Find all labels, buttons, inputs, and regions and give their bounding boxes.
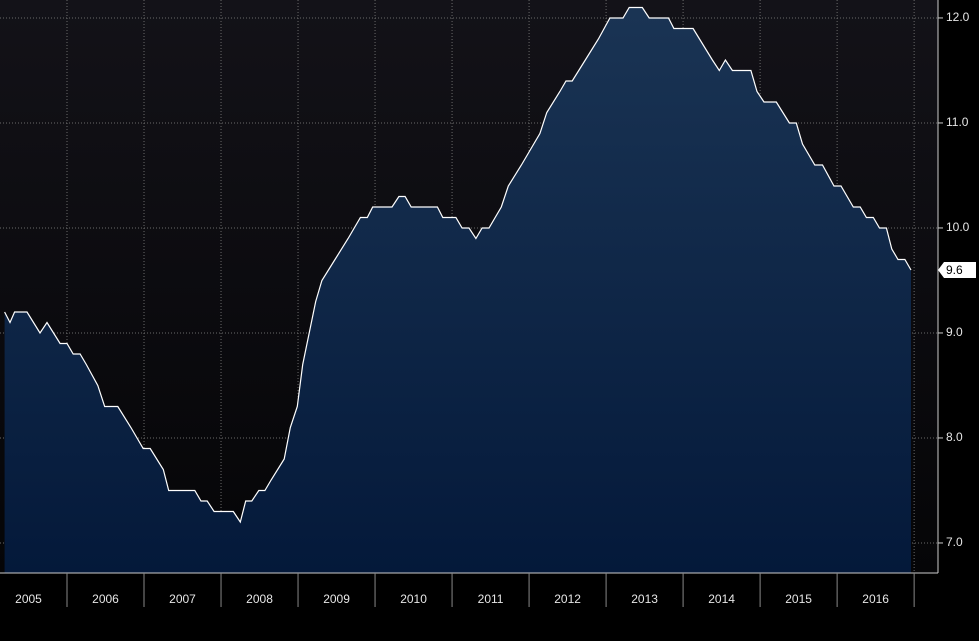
y-tick-label: 7.0 (946, 535, 963, 549)
last-value-label: 9.6 (946, 263, 963, 277)
y-tick-label: 9.0 (946, 325, 963, 339)
last-value-tag (938, 261, 976, 278)
x-tick-label: 2015 (785, 592, 812, 606)
line (4, 6, 912, 524)
x-tick-label: 2007 (169, 592, 196, 606)
x-tick-label: 2012 (554, 592, 581, 606)
x-tick-label: 2009 (323, 592, 350, 606)
x-tick-label: 2010 (400, 592, 427, 606)
y-tick-label: 12.0 (946, 10, 970, 24)
y-tick-label: 8.0 (946, 430, 963, 444)
x-tick-label: 2008 (246, 592, 273, 606)
x-tick-label: 2014 (708, 592, 735, 606)
y-tick-label: 11.0 (946, 115, 969, 129)
x-tick-label: 2006 (92, 592, 119, 606)
area (4, 7, 912, 573)
x-tick-label: 2013 (631, 592, 658, 606)
x-tick-label: 2005 (15, 592, 42, 606)
x-tick-label: 2016 (862, 592, 889, 606)
y-tick-label: 10.0 (946, 220, 970, 234)
x-tick-label: 2011 (478, 592, 504, 606)
